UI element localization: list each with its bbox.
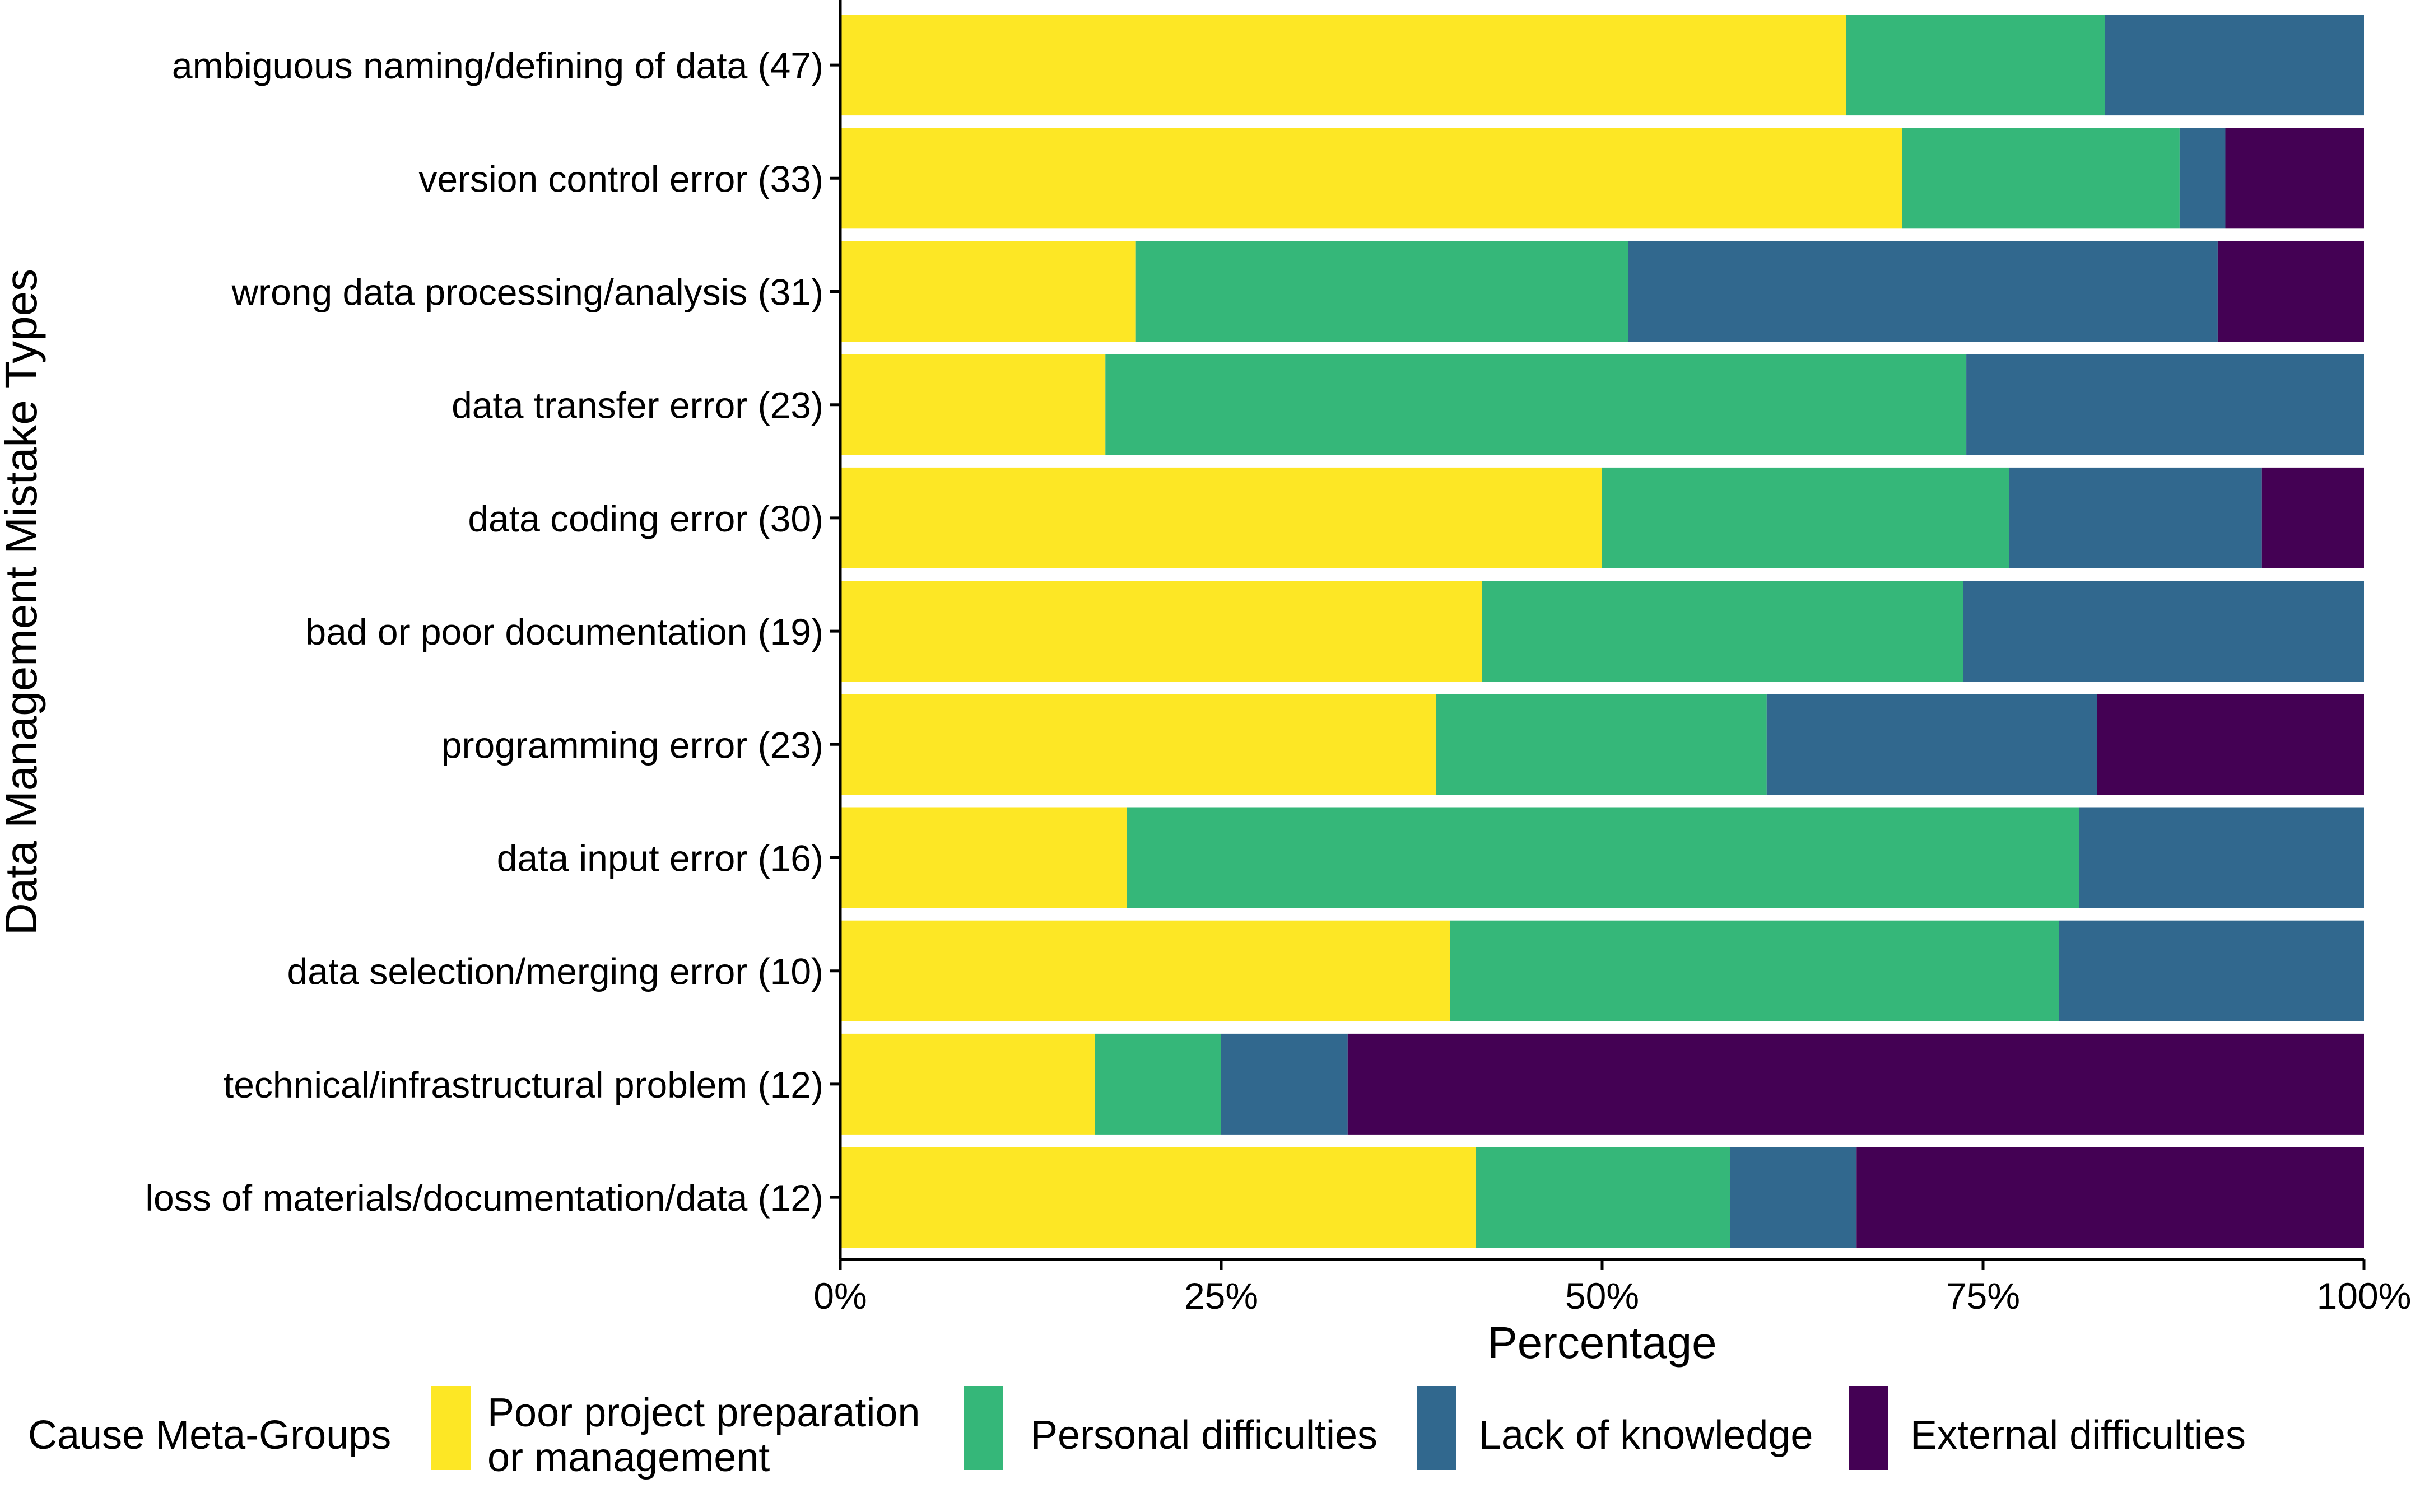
legend-items: Poor project preparation or management Per…: [431, 1386, 2246, 1480]
legend-title: Cause Meta-Groups: [28, 1413, 391, 1458]
category-label-2: wrong data processing/analysis (31): [231, 272, 823, 313]
legend-key-1: [964, 1386, 1003, 1470]
bar-segment-7-2: [2079, 807, 2364, 908]
bar-segment-2-3: [2217, 241, 2364, 342]
x-axis-title: Percentage: [1487, 1318, 1716, 1368]
category-label-8: data selection/merging error (10): [287, 951, 823, 992]
bar-segment-1-0: [840, 128, 1902, 229]
bar-segment-8-2: [2059, 920, 2364, 1021]
bar-segment-5-2: [1963, 581, 2364, 682]
category-label-3: data transfer error (23): [452, 385, 823, 426]
category-label-7: data input error (16): [497, 838, 823, 879]
legend-key-2: [1417, 1386, 1456, 1470]
x-tick-label-1: 25%: [1184, 1275, 1258, 1317]
bar-segment-0-1: [1846, 15, 2105, 116]
legend-label-3: External difficulties: [1910, 1413, 2246, 1458]
bar-segment-4-0: [840, 467, 1602, 568]
bar-segment-2-0: [840, 241, 1136, 342]
legend-key-3: [1849, 1386, 1888, 1470]
bar-segment-7-1: [1127, 807, 2079, 908]
category-label-9: technical/infrastructural problem (12): [224, 1064, 823, 1105]
bar-segment-9-1: [1095, 1033, 1221, 1135]
legend: Cause Meta-Groups Poor project preparati…: [28, 1386, 2246, 1480]
bar-segment-8-1: [1450, 920, 2059, 1021]
x-tick-labels: 0% 25% 50% 75% 100%: [813, 1275, 2411, 1317]
bar-segment-9-2: [1221, 1033, 1348, 1135]
category-label-10: loss of materials/documentation/data (12…: [145, 1177, 823, 1219]
category-label-1: version control error (33): [418, 158, 823, 199]
bar-segment-9-0: [840, 1033, 1095, 1135]
bar-segment-10-3: [1856, 1147, 2364, 1248]
bar-segment-6-2: [1766, 694, 2097, 795]
bar-segment-2-2: [1628, 241, 2218, 342]
category-label-5: bad or poor documentation (19): [305, 611, 823, 652]
legend-key-0: [431, 1386, 471, 1470]
legend-label-1: Personal difficulties: [1031, 1413, 1377, 1458]
bar-segment-6-0: [840, 694, 1436, 795]
legend-label-0: Poor project preparation or management: [487, 1390, 920, 1480]
bar-segment-3-0: [840, 354, 1106, 455]
bar-segment-1-2: [2179, 128, 2226, 229]
bar-segment-8-0: [840, 920, 1450, 1021]
bar-segment-9-3: [1347, 1033, 2364, 1135]
bar-segment-5-1: [1482, 581, 1963, 682]
bar-segment-6-3: [2097, 694, 2364, 795]
bar-segment-10-2: [1730, 1147, 1857, 1248]
bar-segment-4-1: [1602, 467, 2009, 568]
bar-segment-4-3: [2261, 467, 2364, 568]
legend-label-2: Lack of knowledge: [1479, 1413, 1813, 1458]
bar-segment-6-1: [1436, 694, 1767, 795]
bar-segment-3-1: [1105, 354, 1967, 455]
category-label-4: data coding error (30): [468, 498, 823, 539]
bar-segment-4-2: [2009, 467, 2262, 568]
bars-layer: [840, 15, 2364, 1248]
bar-segment-0-2: [2105, 15, 2364, 116]
bar-segment-3-2: [1966, 354, 2364, 455]
x-tick-label-0: 0%: [813, 1275, 867, 1317]
category-labels: ambiguous naming/defining of data (47) ve…: [145, 45, 823, 1219]
bar-segment-1-3: [2225, 128, 2364, 229]
category-label-6: programming error (23): [441, 724, 823, 766]
bar-segment-10-1: [1476, 1147, 1730, 1248]
axes-layer: [830, 0, 2366, 1270]
bar-segment-2-1: [1135, 241, 1628, 342]
bar-segment-7-0: [840, 807, 1127, 908]
bar-segment-0-0: [840, 15, 1846, 116]
x-tick-label-4: 100%: [2317, 1275, 2412, 1317]
bar-segment-5-0: [840, 581, 1482, 682]
x-tick-label-3: 75%: [1946, 1275, 2020, 1317]
bar-segment-10-0: [840, 1147, 1476, 1248]
category-label-0: ambiguous naming/defining of data (47): [172, 45, 823, 86]
y-axis-title: Data Management Mistake Types: [0, 269, 46, 935]
x-tick-label-2: 50%: [1565, 1275, 1639, 1317]
bar-segment-1-1: [1902, 128, 2180, 229]
